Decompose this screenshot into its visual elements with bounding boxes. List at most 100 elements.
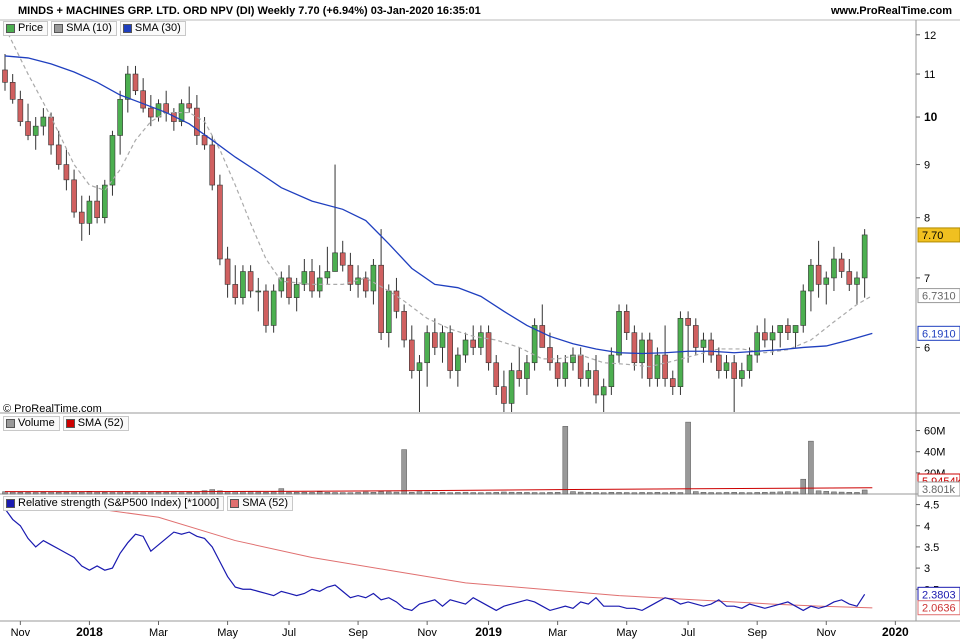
x-tick-label: Nov: [816, 627, 836, 639]
candle-body: [447, 332, 453, 371]
volume-bar: [662, 492, 668, 495]
candle-body: [731, 362, 737, 379]
volume-bar: [608, 492, 615, 495]
x-tick-label: Jul: [282, 627, 296, 639]
candle-body: [416, 362, 423, 371]
candle-body: [739, 370, 745, 379]
volume-bar: [746, 492, 753, 495]
candle-body: [838, 258, 845, 272]
y-tick-label: 3: [924, 563, 930, 575]
candle-body: [762, 332, 768, 341]
volume-bar: [79, 491, 85, 495]
x-tick-label: 2020: [882, 625, 909, 639]
volume-bar: [416, 491, 423, 495]
volume-bar: [94, 491, 100, 495]
candle-body: [424, 332, 430, 364]
site-link[interactable]: www.ProRealTime.com: [830, 5, 952, 17]
legend-rs-sma[interactable]: SMA (52): [227, 496, 294, 511]
candle-body: [71, 179, 77, 213]
candle-body: [662, 354, 668, 379]
volume-bar: [531, 492, 538, 495]
legend-rs[interactable]: Relative strength (S&P500 Index) [*1000]: [3, 496, 225, 511]
candle-body: [25, 121, 31, 136]
candle-body: [17, 99, 24, 122]
volume-bar: [439, 492, 446, 495]
candle-body: [140, 90, 146, 109]
volume-bar: [731, 492, 737, 495]
candle-body: [554, 362, 561, 379]
candle-body: [101, 184, 108, 218]
rs-sma-line: [4, 499, 873, 609]
candle-body: [577, 354, 584, 379]
candle-body: [846, 271, 853, 285]
volume-bar: [554, 492, 561, 495]
volume-bar: [217, 490, 223, 495]
volume-bar: [71, 491, 77, 495]
y-tick-label: 4.5: [924, 500, 939, 512]
volume-bar: [155, 492, 162, 495]
last-value-tag: [917, 325, 960, 341]
volume-bar: [777, 491, 783, 495]
y-tick-label: 40M: [924, 447, 945, 459]
volume-bar: [508, 491, 515, 495]
candle-body: [270, 290, 277, 326]
volume-bar: [109, 492, 116, 495]
volume-bar: [63, 492, 70, 495]
x-tick-label: Nov: [11, 627, 31, 639]
candle-body: [792, 325, 799, 333]
sma10-line: [4, 27, 873, 368]
candle-body: [808, 264, 814, 292]
candle-body: [508, 370, 515, 404]
x-tick-label: Sep: [747, 627, 767, 639]
legend-label: SMA (30): [134, 22, 181, 34]
legend-label: Volume: [18, 417, 55, 429]
candle-body: [531, 325, 538, 364]
volume-bar: [362, 491, 369, 495]
candle-body: [485, 332, 492, 364]
volume-bar: [386, 491, 392, 495]
legend-label: SMA (52): [242, 497, 289, 509]
volume-bar: [9, 491, 16, 495]
legend-volume-sma[interactable]: SMA (52): [62, 416, 129, 431]
last-value-label: 6.7310: [922, 291, 956, 303]
volume-bar: [255, 491, 262, 495]
x-tick-label: May: [616, 627, 637, 639]
sma30-swatch-icon: [122, 24, 132, 33]
candle-body: [432, 332, 438, 348]
volume-bar: [25, 492, 31, 495]
volume-bar: [493, 492, 499, 495]
volume-bar: [547, 492, 553, 495]
volume-legend: Volume SMA (52): [3, 416, 129, 431]
candle-body: [692, 325, 699, 348]
volume-bar: [823, 491, 830, 495]
candle-body: [493, 362, 500, 387]
volume-bar: [17, 492, 24, 495]
legend-price[interactable]: Price: [3, 21, 49, 36]
candle-body: [639, 339, 645, 364]
price-legend: Price SMA (10) SMA (30): [3, 21, 186, 36]
y-tick-label: 11: [924, 69, 935, 81]
volume-bar: [201, 490, 208, 495]
candle-body: [685, 318, 691, 326]
volume-bar: [401, 449, 407, 495]
candle-body: [255, 290, 262, 293]
volume-bar: [455, 492, 461, 495]
volume-bar: [163, 492, 169, 495]
volume-bar: [324, 492, 331, 495]
candle-body: [224, 258, 231, 285]
y-tick-label: 7: [924, 273, 930, 285]
candle-body: [462, 339, 469, 356]
candle-body: [754, 332, 760, 356]
legend-volume[interactable]: Volume: [3, 416, 60, 431]
candle-body: [585, 370, 592, 379]
candle-body: [86, 200, 93, 224]
legend-sma30[interactable]: SMA (30): [119, 21, 186, 36]
candle-body: [623, 311, 630, 333]
volume-bar: [286, 491, 292, 495]
sma10-swatch-icon: [54, 24, 64, 33]
volume-bar: [716, 492, 722, 495]
candle-body: [217, 184, 223, 260]
vol-sma-swatch-icon: [65, 419, 75, 428]
legend-sma10[interactable]: SMA (10): [51, 21, 117, 36]
